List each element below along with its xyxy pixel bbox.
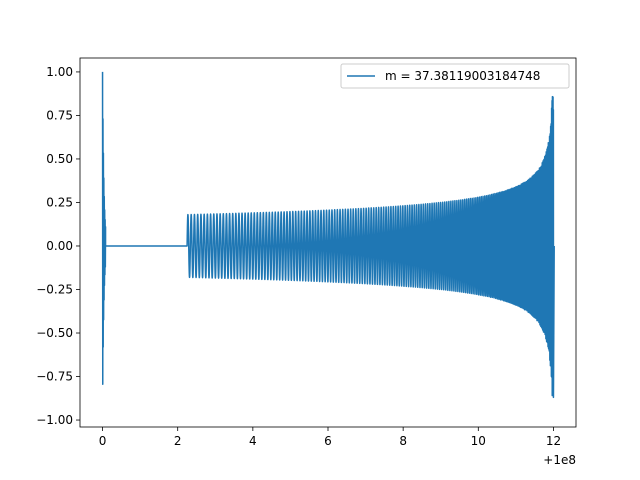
axes-frame — [79, 57, 577, 428]
legend-box — [340, 63, 570, 89]
y-tick-label: 0.50 — [46, 152, 73, 166]
y-tick-label: −1.00 — [36, 413, 73, 427]
x-tick-label: 8 — [399, 434, 407, 448]
legend: m = 37.38119003184748 — [340, 63, 570, 89]
y-tick-label: −0.25 — [36, 282, 73, 296]
legend-label: m = 37.38119003184748 — [385, 69, 540, 83]
x-axis: 0 2 4 6 8 10 12 — [99, 427, 561, 448]
series-line — [101, 71, 555, 399]
x-tick-label: 4 — [249, 434, 257, 448]
x-tick-label: 2 — [174, 434, 182, 448]
x-tick-label: 0 — [99, 434, 107, 448]
y-tick-label: 0.75 — [46, 108, 73, 122]
x-offset-label: +1e8 — [543, 453, 576, 467]
y-tick-label: −0.50 — [36, 326, 73, 340]
x-tick-label: 10 — [471, 434, 486, 448]
y-tick-label: 0.25 — [46, 195, 73, 209]
x-tick-label: 6 — [324, 434, 332, 448]
y-tick-label: −0.75 — [36, 370, 73, 384]
plot-area — [101, 71, 555, 399]
y-tick-label: 1.00 — [46, 65, 73, 79]
y-axis: −1.00 −0.75 −0.50 −0.25 0.00 0.25 0.50 0.75 1.00 — [36, 65, 80, 427]
y-tick-label: 0.00 — [46, 239, 73, 253]
x-tick-label: 12 — [546, 434, 561, 448]
